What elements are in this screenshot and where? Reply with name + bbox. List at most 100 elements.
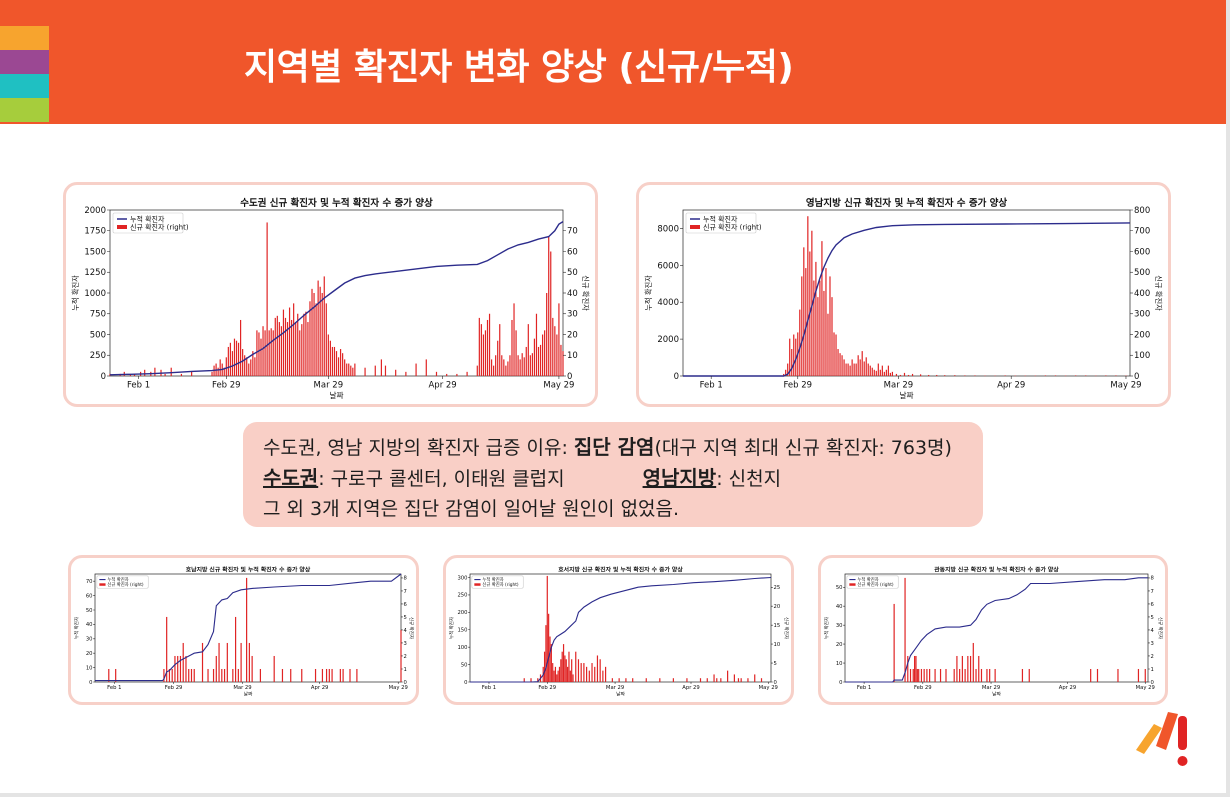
line-cumulative: [109, 221, 564, 376]
tick-label-left: 0: [839, 680, 842, 686]
bar-new-cases: [539, 344, 542, 376]
bar-new-cases: [939, 668, 942, 682]
bar-new-cases: [554, 326, 556, 376]
bar-new-cases: [293, 303, 295, 376]
tick-label-x: Feb 1: [482, 685, 496, 691]
bar-new-cases: [1096, 668, 1099, 682]
line-cumulative: [845, 577, 1148, 683]
tick-label-x: Feb 1: [107, 685, 121, 691]
chart-title: 관동지방 신규 확진자 및 누적 확진자 수 증가 양상: [934, 566, 1059, 574]
tick-label-x: Apr 29: [1059, 685, 1076, 691]
bar-new-cases: [928, 374, 930, 376]
tick-label-right: 500: [1134, 268, 1150, 278]
tick-label-left: 6000: [657, 261, 679, 271]
tick-label-left: 2000: [84, 206, 106, 216]
bar-new-cases: [259, 668, 262, 682]
bar-new-cases: [225, 357, 227, 376]
bar-new-cases: [706, 678, 708, 682]
tick-label-right: 5: [1150, 615, 1153, 621]
callout-l1-post: (대구 지역 최대 신규 확진자: 763명): [654, 437, 952, 459]
bar-new-cases: [560, 659, 562, 682]
bar-new-cases: [174, 655, 176, 682]
callout-sudokwon-text: : 구로구 콜센터, 이태원 클럽지: [318, 468, 565, 490]
bar-new-cases: [805, 268, 807, 376]
bar-new-cases: [833, 332, 835, 376]
chart-svg: 수도권 신규 확진자 및 누적 확진자 수 증가 양상0250500750100…: [71, 197, 590, 400]
tick-label-left: 40: [836, 604, 843, 610]
tick-label-right: 7: [403, 589, 406, 595]
tick-label-left: 8000: [657, 224, 679, 234]
bar-new-cases: [476, 365, 478, 376]
legend-bar-swatch: [117, 225, 127, 229]
bar-new-cases: [215, 655, 217, 682]
bar-new-cases: [799, 309, 801, 376]
y-axis-label-right: 신규 확진자: [408, 617, 415, 639]
tick-label-right: 200: [1134, 330, 1150, 340]
bar-new-cases: [530, 678, 532, 682]
bar-new-cases: [785, 369, 787, 376]
bar-new-cases: [558, 666, 561, 682]
bar-new-cases: [659, 678, 661, 682]
bar-new-cases: [211, 371, 213, 376]
bar-new-cases: [278, 322, 280, 376]
bar-new-cases: [354, 363, 356, 376]
bar-new-cases: [754, 674, 756, 682]
bar-new-cases: [170, 367, 172, 376]
accent-stripe-purple: [0, 50, 49, 74]
bar-new-cases: [321, 668, 324, 682]
bar-new-cases: [535, 313, 538, 376]
bar-new-cases: [517, 355, 519, 376]
bar-new-cases: [546, 575, 548, 682]
legend-label-new: 신규 확진자 (right): [482, 581, 519, 588]
bar-new-cases: [537, 678, 539, 682]
bar-new-cases: [920, 668, 923, 682]
tick-label-x: Feb 1: [857, 685, 871, 691]
bar-new-cases: [168, 668, 171, 682]
bar-new-cases: [179, 655, 182, 682]
plot-frame: [94, 573, 402, 683]
bar-new-cases: [575, 651, 577, 682]
bar-new-cases: [328, 668, 330, 682]
bar-new-cases: [594, 666, 596, 682]
bar-new-cases: [480, 324, 482, 376]
tick-label-x: Mar 29: [606, 685, 624, 691]
callout-yeongnam-text: : 신천지: [716, 468, 782, 490]
bar-new-cases: [699, 678, 702, 682]
bar-new-cases: [552, 663, 554, 682]
tick-label-right: 1: [403, 667, 406, 673]
bar-new-cases: [435, 371, 438, 376]
callout-yeongnam-label: 영남지방: [642, 466, 717, 490]
tick-label-right: 400: [1134, 289, 1150, 299]
accent-stripe-green: [0, 98, 49, 122]
tick-label-right: 800: [1134, 206, 1150, 216]
tick-label-left: 0: [674, 372, 679, 382]
bar-new-cases: [237, 668, 239, 682]
bar-new-cases: [523, 678, 525, 682]
bar-new-cases: [561, 651, 563, 682]
bar-new-cases: [919, 374, 922, 376]
bar-new-cases: [191, 371, 193, 376]
bar-new-cases: [625, 678, 627, 682]
tick-label-left: 100: [457, 645, 467, 651]
x-axis-label: 날짜: [992, 691, 1001, 698]
bar-new-cases: [861, 351, 863, 376]
bar-new-cases: [565, 659, 567, 682]
bar-new-cases: [525, 346, 527, 376]
bar-new-cases: [567, 666, 569, 682]
bar-new-cases: [550, 644, 552, 682]
tick-label-x: Mar 29: [884, 381, 914, 391]
chart-svg: 호남지방 신규 확진자 및 누적 확진자 수 증가 양상010203040506…: [73, 566, 415, 698]
bar-new-cases: [827, 313, 829, 376]
x-axis-label: 날짜: [616, 691, 625, 698]
bar-new-cases: [552, 317, 554, 376]
bar-new-cases: [980, 668, 983, 682]
bar-new-cases: [456, 373, 458, 376]
bar-new-cases: [557, 670, 559, 682]
bar-new-cases: [352, 367, 354, 376]
bar-new-cases: [849, 365, 851, 376]
bar-new-cases: [313, 293, 315, 376]
bar-new-cases: [201, 642, 204, 682]
bar-new-cases: [251, 655, 253, 682]
tick-label-x: May 29: [1136, 685, 1155, 691]
bar-new-cases: [602, 670, 604, 682]
